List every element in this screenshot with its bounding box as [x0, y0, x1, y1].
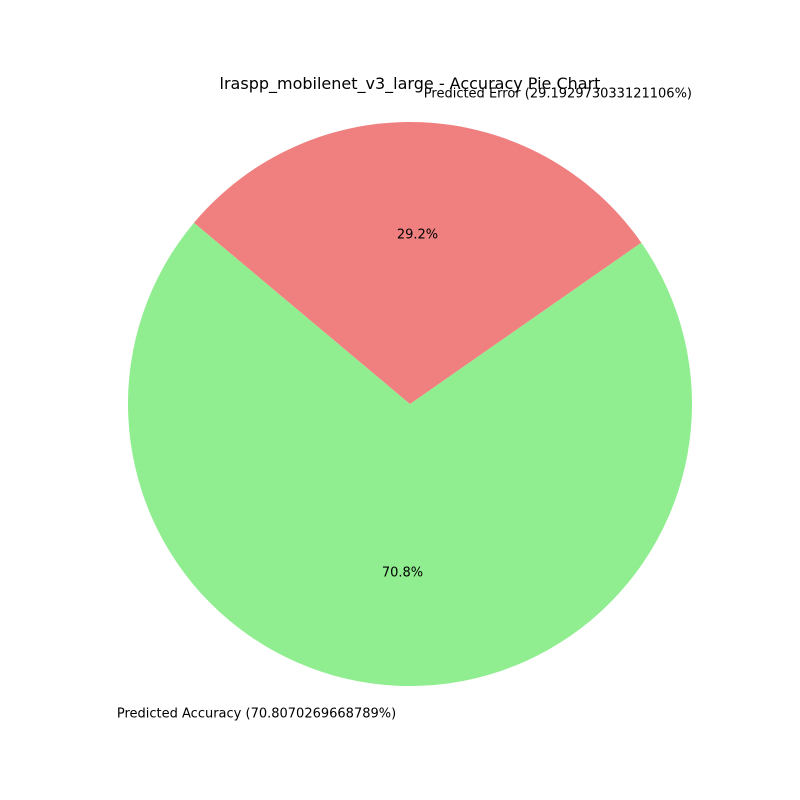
pie-slice-label-1: Predicted Error (29.192973033121106%): [424, 87, 692, 102]
slices-layer: [128, 121, 693, 686]
pie-slice-label-0: Predicted Accuracy (70.8070269668789%): [117, 706, 396, 721]
chart-title: lraspp_mobilenet_v3_large - Accuracy Pie…: [220, 74, 601, 94]
labels-layer: 70.8% Predicted Accuracy (70.807026966878…: [117, 87, 692, 722]
pie-percent-label-0: 70.8%: [382, 566, 423, 581]
pie-slice-1: [193, 121, 642, 404]
pie-slice-0: [128, 222, 693, 686]
pie-percent-label-1: 29.2%: [397, 227, 438, 242]
